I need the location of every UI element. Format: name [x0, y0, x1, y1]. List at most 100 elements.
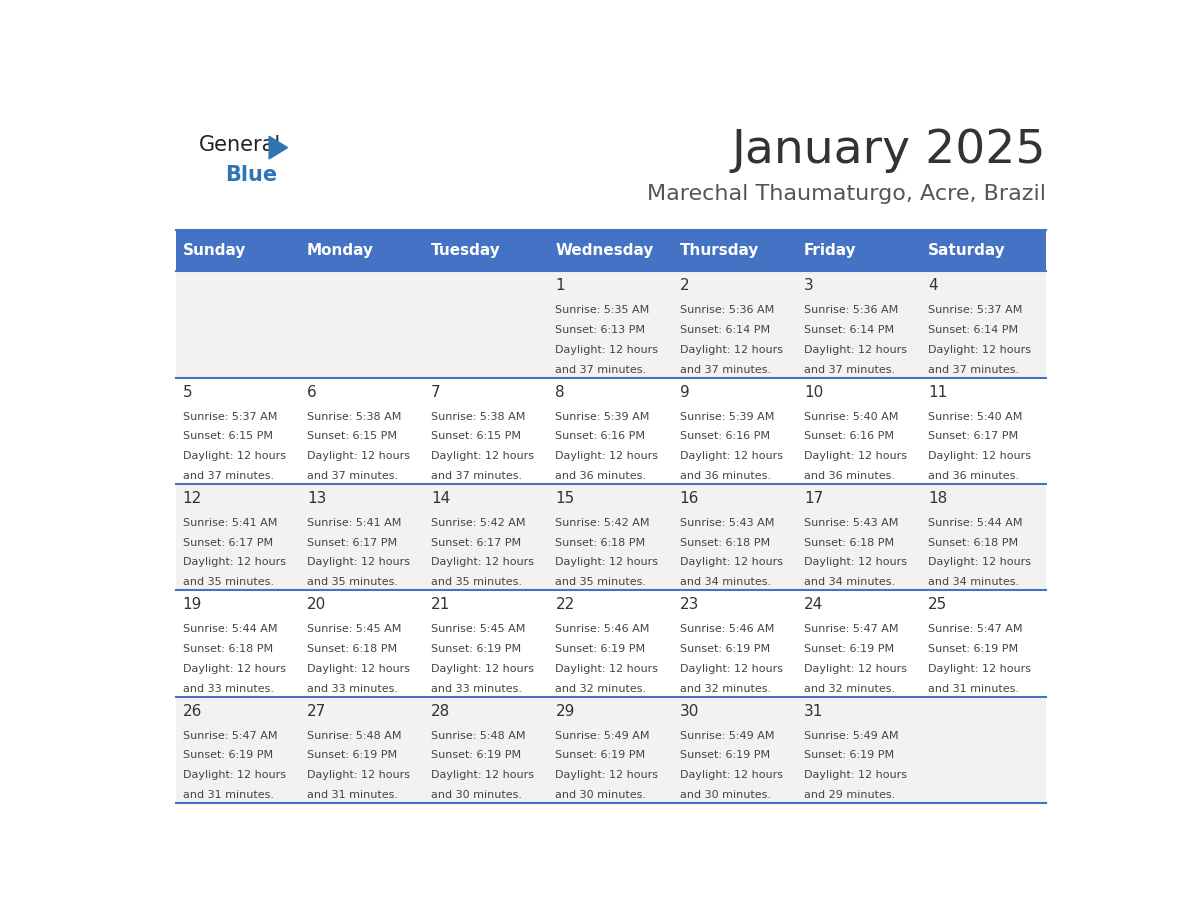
Text: Sunset: 6:19 PM: Sunset: 6:19 PM	[680, 750, 770, 760]
Text: 24: 24	[804, 598, 823, 612]
Text: Thursday: Thursday	[680, 243, 759, 258]
Text: Sunrise: 5:36 AM: Sunrise: 5:36 AM	[804, 306, 898, 315]
Text: and 32 minutes.: and 32 minutes.	[680, 684, 771, 694]
Text: Sunrise: 5:37 AM: Sunrise: 5:37 AM	[183, 411, 277, 421]
Text: Sunset: 6:18 PM: Sunset: 6:18 PM	[928, 538, 1018, 548]
Text: Sunset: 6:19 PM: Sunset: 6:19 PM	[680, 644, 770, 654]
Text: 20: 20	[307, 598, 327, 612]
Text: and 35 minutes.: and 35 minutes.	[556, 577, 646, 588]
Text: and 31 minutes.: and 31 minutes.	[928, 684, 1019, 694]
Text: and 37 minutes.: and 37 minutes.	[928, 364, 1019, 375]
Text: Daylight: 12 hours: Daylight: 12 hours	[680, 557, 783, 567]
Bar	[797, 230, 922, 272]
Text: and 37 minutes.: and 37 minutes.	[183, 471, 273, 481]
Bar	[301, 230, 424, 272]
Text: Daylight: 12 hours: Daylight: 12 hours	[307, 770, 410, 780]
Bar	[922, 230, 1047, 272]
Text: 18: 18	[928, 491, 948, 506]
Text: and 31 minutes.: and 31 minutes.	[307, 789, 398, 800]
Text: 2: 2	[680, 278, 689, 294]
Text: and 31 minutes.: and 31 minutes.	[183, 789, 273, 800]
Text: Friday: Friday	[804, 243, 857, 258]
Text: 4: 4	[928, 278, 939, 294]
Text: 1: 1	[556, 278, 565, 294]
Text: Daylight: 12 hours: Daylight: 12 hours	[183, 770, 285, 780]
Text: Sunrise: 5:42 AM: Sunrise: 5:42 AM	[431, 518, 525, 528]
Text: and 37 minutes.: and 37 minutes.	[680, 364, 771, 375]
Text: and 34 minutes.: and 34 minutes.	[804, 577, 896, 588]
Text: Sunset: 6:19 PM: Sunset: 6:19 PM	[556, 644, 645, 654]
Text: Tuesday: Tuesday	[431, 243, 501, 258]
Text: Sunrise: 5:37 AM: Sunrise: 5:37 AM	[928, 306, 1023, 315]
Text: 31: 31	[804, 703, 823, 719]
Text: Daylight: 12 hours: Daylight: 12 hours	[431, 451, 535, 461]
Bar	[176, 377, 1047, 484]
Text: and 37 minutes.: and 37 minutes.	[307, 471, 398, 481]
Text: 11: 11	[928, 385, 948, 399]
Text: 26: 26	[183, 703, 202, 719]
Text: 5: 5	[183, 385, 192, 399]
Text: 12: 12	[183, 491, 202, 506]
Text: Sunrise: 5:46 AM: Sunrise: 5:46 AM	[680, 624, 775, 634]
Text: and 36 minutes.: and 36 minutes.	[556, 471, 646, 481]
Text: Daylight: 12 hours: Daylight: 12 hours	[183, 451, 285, 461]
Text: 10: 10	[804, 385, 823, 399]
Text: 9: 9	[680, 385, 689, 399]
Text: 23: 23	[680, 598, 699, 612]
Text: 14: 14	[431, 491, 450, 506]
Text: 30: 30	[680, 703, 699, 719]
Text: Sunrise: 5:43 AM: Sunrise: 5:43 AM	[804, 518, 898, 528]
Text: Sunset: 6:18 PM: Sunset: 6:18 PM	[680, 538, 770, 548]
Text: Daylight: 12 hours: Daylight: 12 hours	[556, 557, 658, 567]
Text: and 36 minutes.: and 36 minutes.	[928, 471, 1019, 481]
Text: Sunrise: 5:47 AM: Sunrise: 5:47 AM	[183, 731, 277, 741]
Text: Sunset: 6:15 PM: Sunset: 6:15 PM	[431, 431, 522, 442]
Text: Sunrise: 5:47 AM: Sunrise: 5:47 AM	[928, 624, 1023, 634]
Text: Daylight: 12 hours: Daylight: 12 hours	[307, 557, 410, 567]
Text: Sunset: 6:15 PM: Sunset: 6:15 PM	[183, 431, 272, 442]
Text: Sunrise: 5:40 AM: Sunrise: 5:40 AM	[804, 411, 898, 421]
Text: Monday: Monday	[307, 243, 374, 258]
Polygon shape	[270, 136, 287, 159]
Text: Sunset: 6:19 PM: Sunset: 6:19 PM	[804, 750, 895, 760]
Text: Sunrise: 5:38 AM: Sunrise: 5:38 AM	[307, 411, 402, 421]
Text: and 34 minutes.: and 34 minutes.	[680, 577, 771, 588]
Text: 25: 25	[928, 598, 948, 612]
Text: 6: 6	[307, 385, 317, 399]
Text: Sunrise: 5:40 AM: Sunrise: 5:40 AM	[928, 411, 1023, 421]
Text: Daylight: 12 hours: Daylight: 12 hours	[431, 557, 535, 567]
Text: Daylight: 12 hours: Daylight: 12 hours	[556, 451, 658, 461]
Text: 15: 15	[556, 491, 575, 506]
Text: Sunset: 6:17 PM: Sunset: 6:17 PM	[183, 538, 273, 548]
Text: Sunrise: 5:39 AM: Sunrise: 5:39 AM	[680, 411, 775, 421]
Text: Sunset: 6:18 PM: Sunset: 6:18 PM	[556, 538, 645, 548]
Text: Sunset: 6:16 PM: Sunset: 6:16 PM	[680, 431, 770, 442]
Text: and 35 minutes.: and 35 minutes.	[183, 577, 273, 588]
Text: Sunrise: 5:36 AM: Sunrise: 5:36 AM	[680, 306, 775, 315]
Text: and 36 minutes.: and 36 minutes.	[804, 471, 895, 481]
Text: and 37 minutes.: and 37 minutes.	[556, 364, 646, 375]
Text: 7: 7	[431, 385, 441, 399]
Text: Sunrise: 5:48 AM: Sunrise: 5:48 AM	[431, 731, 525, 741]
Text: 16: 16	[680, 491, 699, 506]
Text: Daylight: 12 hours: Daylight: 12 hours	[307, 664, 410, 674]
Text: and 29 minutes.: and 29 minutes.	[804, 789, 896, 800]
Bar	[176, 484, 1047, 590]
Text: Sunset: 6:17 PM: Sunset: 6:17 PM	[307, 538, 397, 548]
Text: Daylight: 12 hours: Daylight: 12 hours	[183, 557, 285, 567]
Text: Sunrise: 5:44 AM: Sunrise: 5:44 AM	[928, 518, 1023, 528]
Text: Daylight: 12 hours: Daylight: 12 hours	[804, 664, 908, 674]
Text: Blue: Blue	[225, 164, 277, 185]
Text: Sunset: 6:17 PM: Sunset: 6:17 PM	[431, 538, 522, 548]
Bar	[176, 230, 301, 272]
Text: Sunrise: 5:49 AM: Sunrise: 5:49 AM	[680, 731, 775, 741]
Text: Sunrise: 5:48 AM: Sunrise: 5:48 AM	[307, 731, 402, 741]
Text: 27: 27	[307, 703, 327, 719]
Text: 13: 13	[307, 491, 327, 506]
Text: January 2025: January 2025	[732, 128, 1047, 173]
Bar	[425, 230, 549, 272]
Text: Sunset: 6:17 PM: Sunset: 6:17 PM	[928, 431, 1018, 442]
Text: Marechal Thaumaturgo, Acre, Brazil: Marechal Thaumaturgo, Acre, Brazil	[647, 185, 1047, 205]
Text: Sunset: 6:19 PM: Sunset: 6:19 PM	[804, 644, 895, 654]
Text: Daylight: 12 hours: Daylight: 12 hours	[431, 770, 535, 780]
